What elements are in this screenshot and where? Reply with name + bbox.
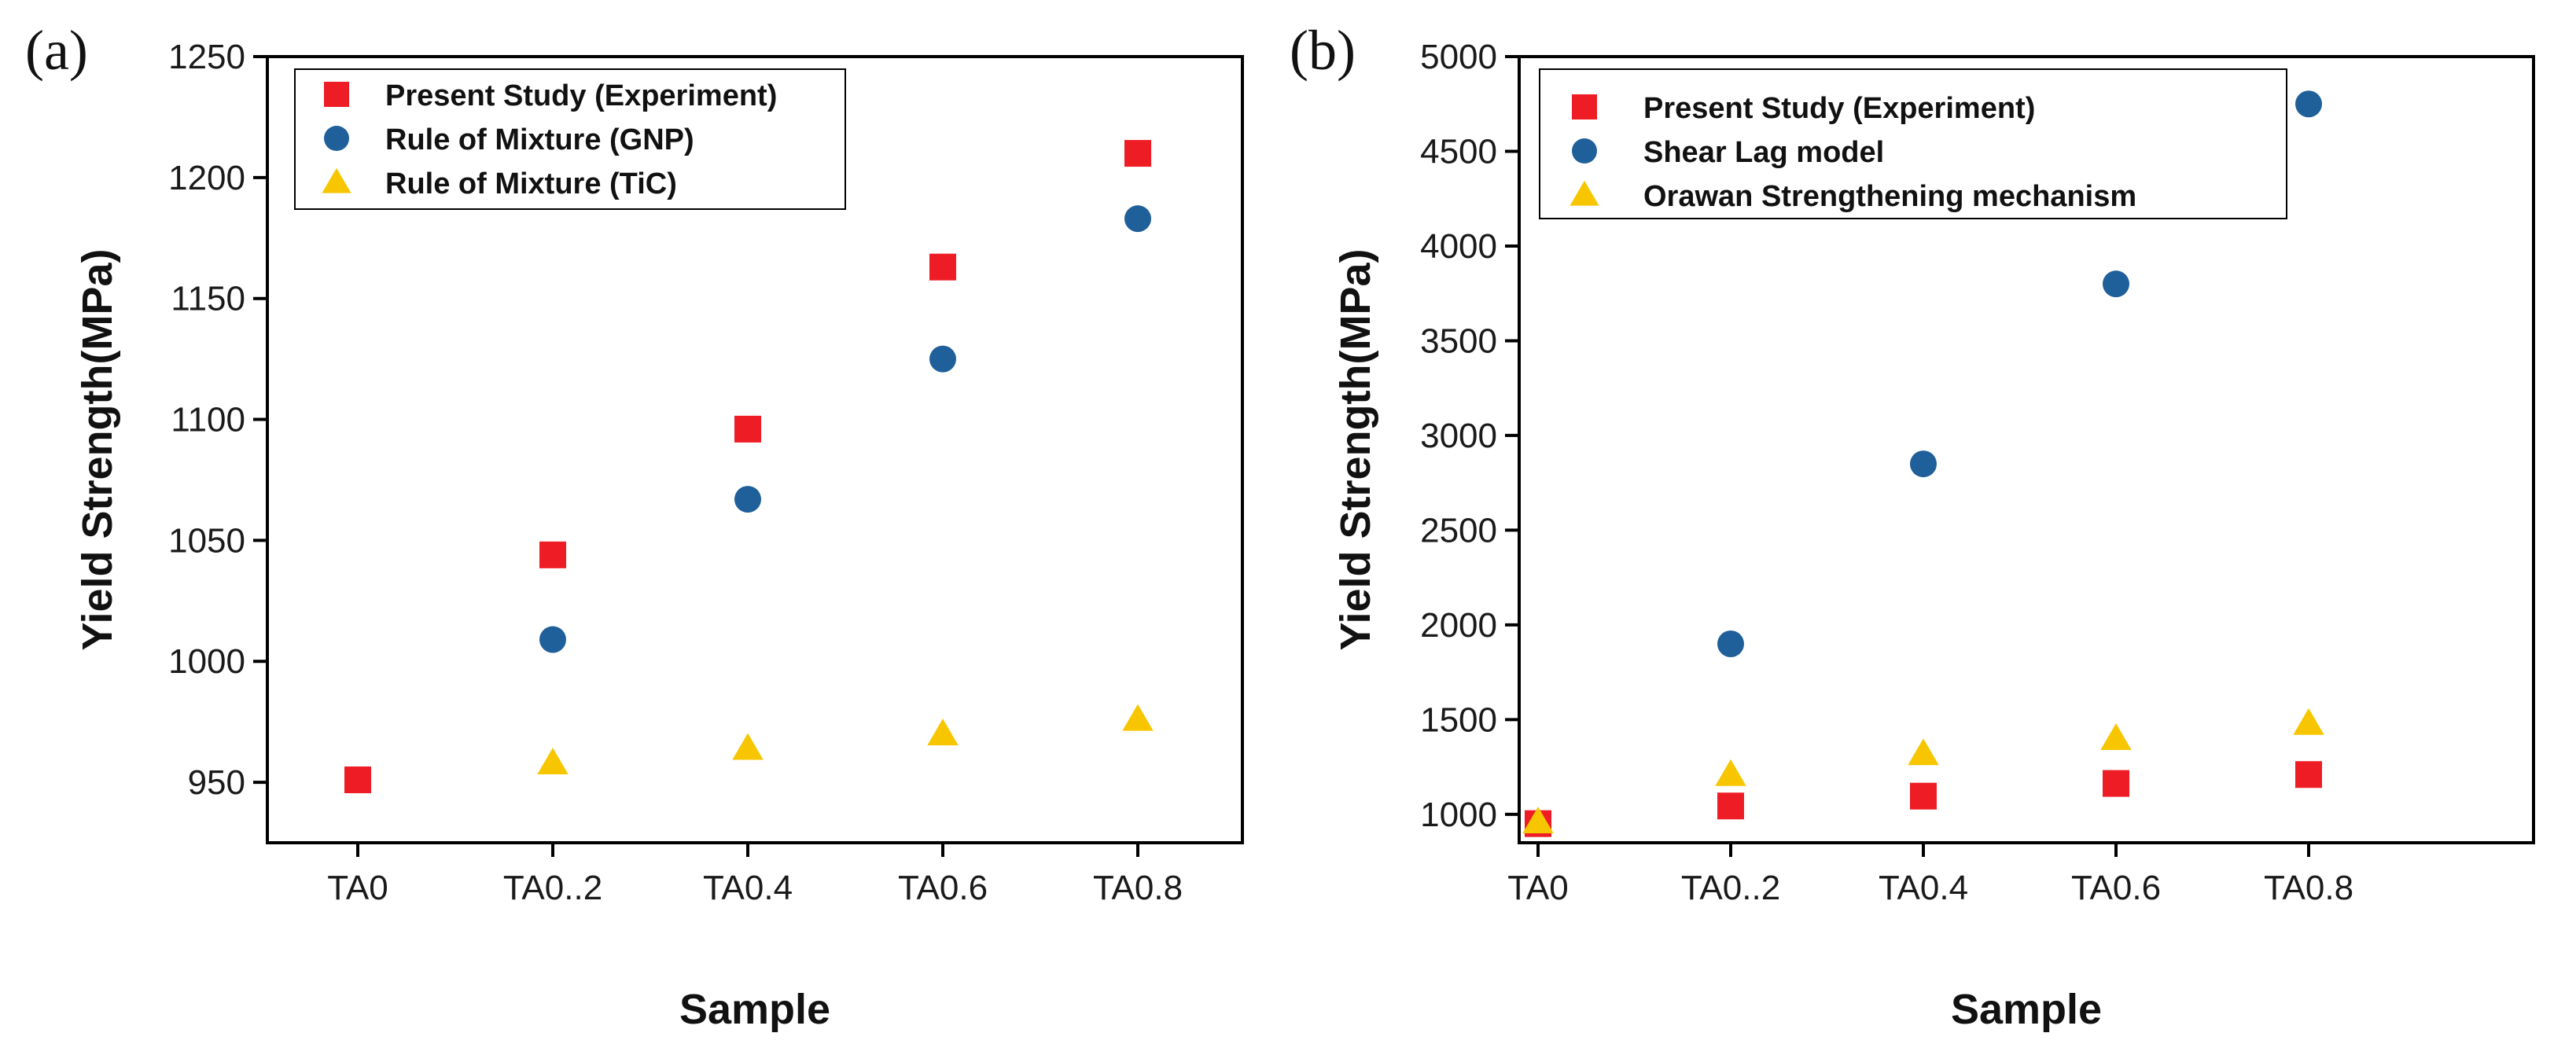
x-tick-label: TA0..2 <box>1681 869 1780 907</box>
data-point-circle <box>2103 270 2129 298</box>
legend-marker-triangle <box>322 167 351 193</box>
x-tick-label: TA0.8 <box>2264 869 2353 907</box>
x-tick-label: TA0.4 <box>703 869 793 907</box>
data-point-circle <box>2295 90 2322 118</box>
data-point-square <box>1717 792 1744 820</box>
panel-a-legend-item-gnp: Rule of Mixture (GNP) <box>385 123 694 156</box>
data-point-circle <box>1910 450 1937 478</box>
panel-b-y-axis: 1000 1500 2000 2500 3000 3500 4000 4500 5000 <box>1420 38 1519 834</box>
y-tick-label: 1000 <box>168 642 245 681</box>
data-point-triangle <box>1522 807 1554 834</box>
y-tick-label: 1050 <box>168 521 245 560</box>
y-tick-label: 1000 <box>1420 796 1497 834</box>
panel-b-legend: Present Study (Experiment) Shear Lag mod… <box>1539 68 2287 219</box>
panel-b: (b) 1000 1500 2000 2500 3000 3500 4000 4500 5000… <box>1290 19 2535 1033</box>
legend-marker-square <box>1572 94 1597 119</box>
legend-marker-square <box>324 82 349 107</box>
y-tick-label: 4000 <box>1420 227 1497 266</box>
y-tick-label: 1250 <box>168 38 245 76</box>
legend-marker-circle <box>1572 138 1597 164</box>
data-point-triangle <box>2293 708 2324 735</box>
panel-a-legend-item-tic: Rule of Mixture (TiC) <box>385 167 677 200</box>
panel-b-plot-frame <box>1518 55 2535 844</box>
legend-marker-circle <box>324 126 349 151</box>
y-tick-label: 1200 <box>168 159 245 197</box>
data-point-square <box>2103 770 2129 797</box>
data-point-triangle <box>2100 723 2132 751</box>
y-tick-label: 1500 <box>1420 700 1497 739</box>
y-tick-label: 2000 <box>1420 606 1497 645</box>
y-tick-label: 950 <box>188 763 245 802</box>
data-point-square <box>2295 761 2322 788</box>
y-tick-label: 3000 <box>1420 417 1497 455</box>
panel-b-x-axis-title: Sample <box>1951 986 2102 1033</box>
panel-b-x-axis: TA0 TA0..2 TA0.4 TA0.6 TA0.8 <box>1507 843 2353 907</box>
data-point-square <box>1910 782 1937 810</box>
data-point-circle <box>929 345 956 373</box>
data-point-triangle <box>1122 704 1154 731</box>
panel-a-plot-frame <box>266 55 1244 844</box>
data-point-square <box>1124 140 1151 167</box>
data-point-square <box>734 415 761 443</box>
panel-b-legend-item-orawan: Orawan Strengthening mechanism <box>1643 180 2136 213</box>
data-point-triangle <box>1908 738 1939 766</box>
data-point-circle <box>539 626 566 653</box>
y-tick-label: 1100 <box>171 401 245 439</box>
panel-b-legend-markers <box>1570 94 1599 206</box>
panel-a-x-axis: TA0 TA0..2 TA0.4 TA0.6 TA0.8 <box>327 843 1183 907</box>
data-point-square <box>929 253 956 281</box>
panel-a-y-axis-title: Yield Strength(MPa) <box>74 248 121 650</box>
data-point-square <box>344 766 371 793</box>
panel-a-legend-item-experiment: Present Study (Experiment) <box>385 79 777 112</box>
panel-a-data-points <box>344 140 1154 793</box>
data-point-triangle <box>1715 759 1746 786</box>
data-point-circle <box>1124 205 1151 233</box>
panel-a-y-axis: 950 1000 1050 1100 1150 1200 1250 <box>168 38 267 802</box>
y-tick-label: 1150 <box>171 280 245 318</box>
data-point-triangle <box>537 748 569 774</box>
panel-a-x-axis-title: Sample <box>679 986 830 1033</box>
legend-marker-triangle <box>1570 180 1599 206</box>
x-tick-label: TA0.4 <box>1879 869 1968 907</box>
data-point-square <box>539 541 566 568</box>
panel-b-label: (b) <box>1290 19 1356 82</box>
panel-b-legend-item-shear-lag: Shear Lag model <box>1643 136 1884 169</box>
panel-a: (a) 950 1000 1050 1100 1150 1200 1250 TA0 TA0..… <box>25 19 1244 1033</box>
data-point-circle <box>1717 630 1744 657</box>
x-tick-label: TA0 <box>327 869 388 907</box>
x-tick-label: TA0.6 <box>2071 869 2161 907</box>
y-tick-label: 3500 <box>1420 322 1497 360</box>
y-tick-label: 5000 <box>1420 38 1497 76</box>
y-tick-label: 2500 <box>1420 511 1497 550</box>
x-tick-label: TA0.8 <box>1093 869 1183 907</box>
panel-b-legend-item-experiment: Present Study (Experiment) <box>1643 92 2035 125</box>
y-tick-label: 4500 <box>1420 132 1497 171</box>
panel-b-legend-box <box>1539 68 2287 219</box>
data-point-triangle <box>927 719 959 746</box>
panel-a-legend-markers <box>322 82 351 193</box>
panel-b-y-axis-title: Yield Strength(MPa) <box>1332 248 1379 650</box>
x-tick-label: TA0.6 <box>898 869 988 907</box>
panel-a-legend-box <box>294 68 846 210</box>
panel-a-legend: Present Study (Experiment) Rule of Mixtu… <box>294 68 846 210</box>
panel-a-label: (a) <box>25 19 88 82</box>
x-tick-label: TA0..2 <box>503 869 602 907</box>
data-point-triangle <box>732 733 764 760</box>
x-tick-label: TA0 <box>1507 869 1568 907</box>
panel-b-data-points <box>1522 90 2324 837</box>
data-point-circle <box>734 486 761 513</box>
